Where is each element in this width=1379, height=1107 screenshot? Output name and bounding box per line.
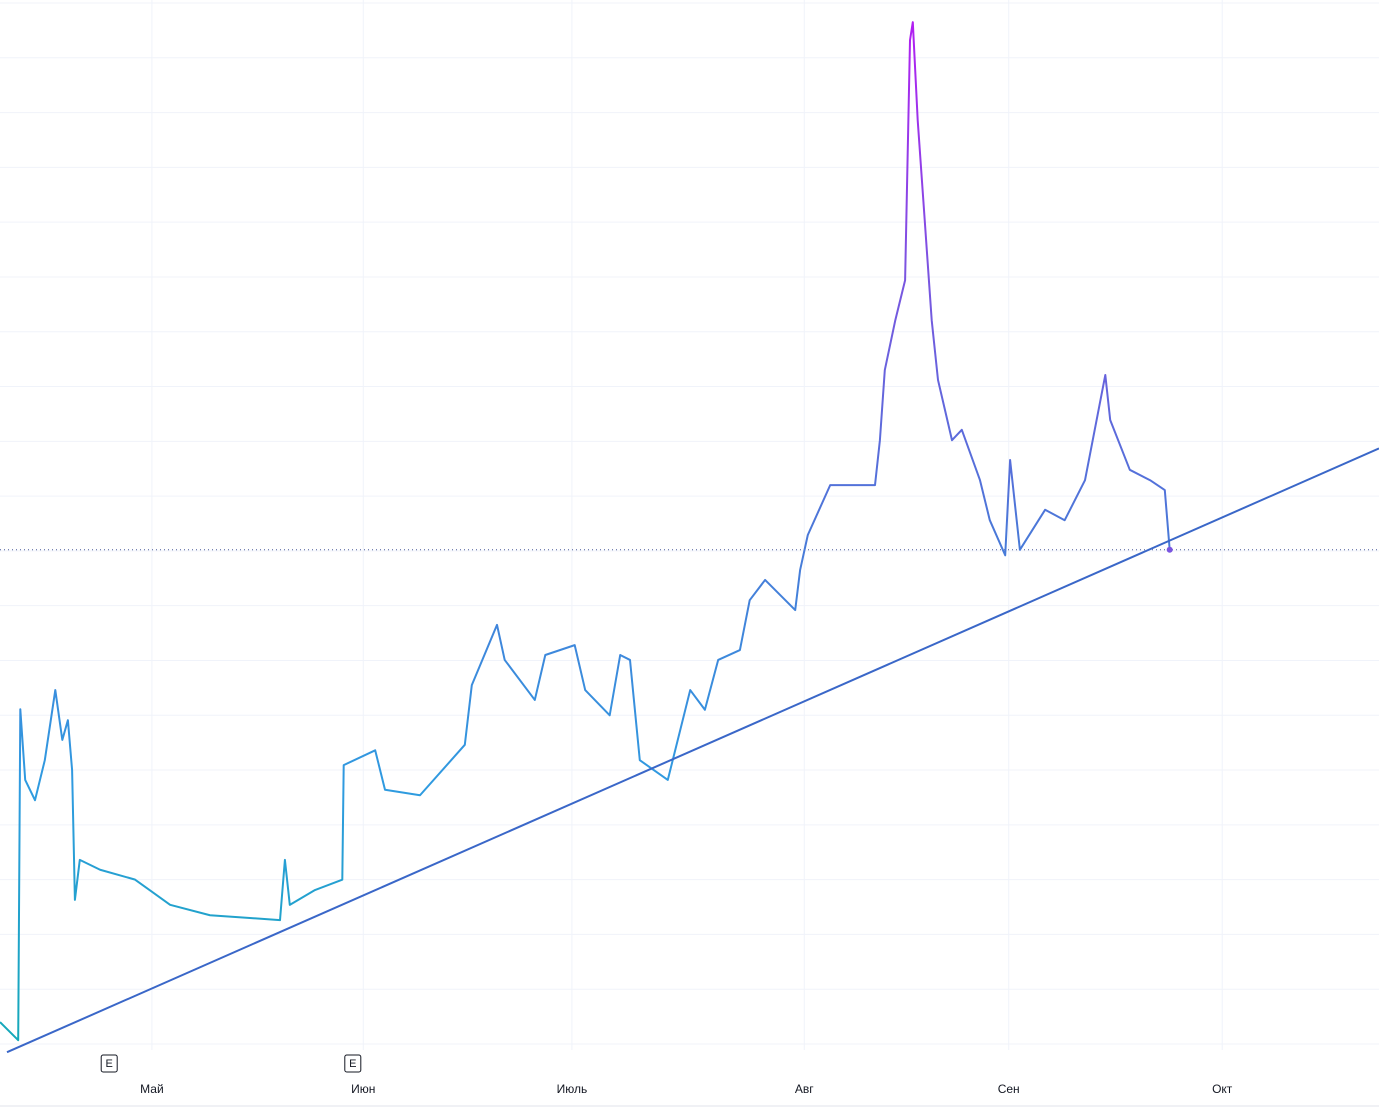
x-tick-label: Июль bbox=[557, 1082, 588, 1096]
price-line bbox=[0, 21, 1171, 1042]
event-marker bbox=[344, 1054, 362, 1073]
x-tick-label: Май bbox=[140, 1082, 164, 1096]
x-tick-label: Окт bbox=[1212, 1082, 1233, 1096]
event-label: E bbox=[349, 1058, 356, 1070]
event-marker bbox=[100, 1054, 118, 1073]
trendline bbox=[6, 447, 1379, 1054]
x-tick-label: Авг bbox=[795, 1082, 814, 1096]
x-tick-label: Июн bbox=[351, 1082, 375, 1096]
x-tick-label: Сен bbox=[998, 1082, 1020, 1096]
last-point bbox=[1166, 546, 1173, 553]
event-label: E bbox=[106, 1058, 113, 1070]
